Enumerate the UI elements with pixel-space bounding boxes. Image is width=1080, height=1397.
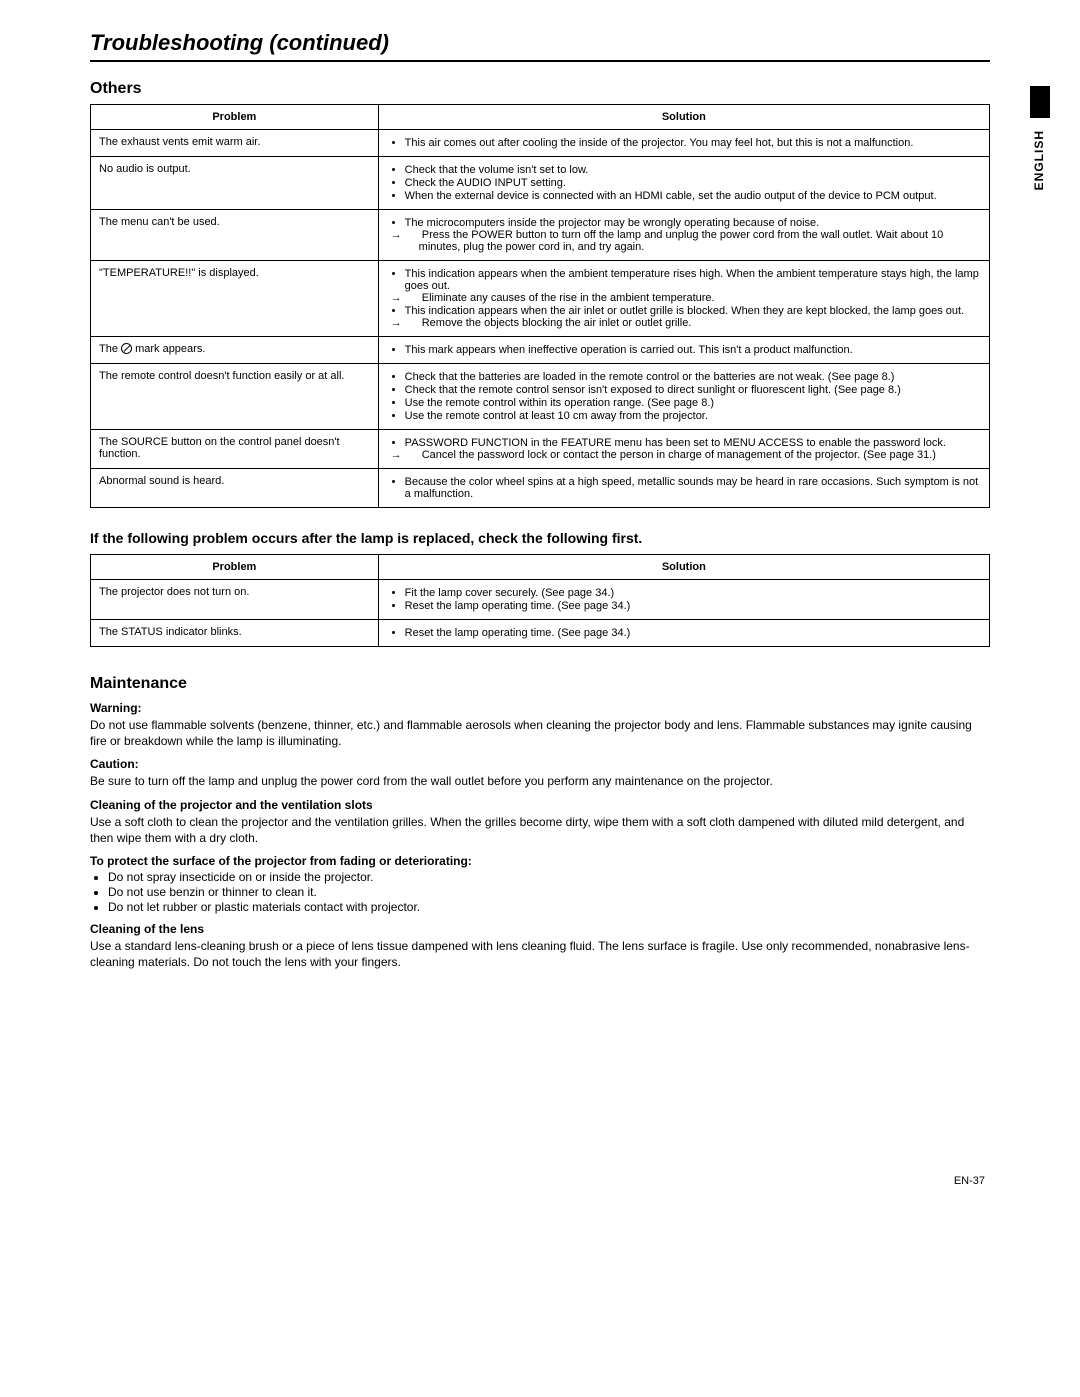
others-col-problem: Problem bbox=[91, 105, 379, 130]
solution-item: Use the remote control at least 10 cm aw… bbox=[405, 410, 981, 422]
solution-item: Reset the lamp operating time. (See page… bbox=[405, 627, 981, 639]
others-col-solution: Solution bbox=[378, 105, 989, 130]
solution-cell: PASSWORD FUNCTION in the FEATURE menu ha… bbox=[378, 430, 989, 469]
lamp-table: Problem Solution The projector does not … bbox=[90, 554, 990, 647]
solution-cell: The microcomputers inside the projector … bbox=[378, 210, 989, 261]
protect-list: Do not spray insecticide on or inside th… bbox=[90, 870, 990, 914]
problem-cell: The STATUS indicator blinks. bbox=[91, 620, 379, 647]
lamp-col-solution: Solution bbox=[378, 555, 989, 580]
table-row: The SOURCE button on the control panel d… bbox=[91, 430, 990, 469]
problem-cell: The SOURCE button on the control panel d… bbox=[91, 430, 379, 469]
solution-arrow-line: → Eliminate any causes of the rise in th… bbox=[405, 292, 981, 304]
page-number: EN-37 bbox=[954, 1175, 985, 1187]
solution-cell: This indication appears when the ambient… bbox=[378, 261, 989, 337]
solution-cell: Because the color wheel spins at a high … bbox=[378, 469, 989, 508]
table-row: The remote control doesn't function easi… bbox=[91, 364, 990, 430]
solution-cell: Fit the lamp cover securely. (See page 3… bbox=[378, 580, 989, 620]
list-item: Do not use benzin or thinner to clean it… bbox=[108, 885, 990, 899]
solution-item: This mark appears when ineffective opera… bbox=[405, 344, 981, 356]
table-row: The menu can't be used. The microcomputer… bbox=[91, 210, 990, 261]
table-row: No audio is output.Check that the volume… bbox=[91, 157, 990, 210]
solution-cell: This mark appears when ineffective opera… bbox=[378, 337, 989, 364]
solution-item: Use the remote control within its operat… bbox=[405, 397, 981, 409]
clean-projector-text: Use a soft cloth to clean the projector … bbox=[90, 814, 990, 846]
table-row: Abnormal sound is heard. Because the colo… bbox=[91, 469, 990, 508]
warning-text: Do not use flammable solvents (benzene, … bbox=[90, 717, 990, 749]
clean-lens-label: Cleaning of the lens bbox=[90, 922, 990, 936]
problem-cell: The menu can't be used. bbox=[91, 210, 379, 261]
language-side-label: ENGLISH bbox=[1032, 130, 1046, 190]
clean-projector-label: Cleaning of the projector and the ventil… bbox=[90, 798, 990, 812]
protect-label: To protect the surface of the projector … bbox=[90, 854, 990, 868]
solution-item: PASSWORD FUNCTION in the FEATURE menu ha… bbox=[405, 437, 981, 461]
page-title: Troubleshooting (continued) bbox=[90, 30, 990, 62]
list-item: Do not let rubber or plastic materials c… bbox=[108, 900, 990, 914]
solution-item: Reset the lamp operating time. (See page… bbox=[405, 600, 981, 612]
solution-item: Check that the remote control sensor isn… bbox=[405, 384, 981, 396]
problem-cell: The remote control doesn't function easi… bbox=[91, 364, 379, 430]
solution-item: Check that the volume isn't set to low. bbox=[405, 164, 981, 176]
solution-item: When the external device is connected wi… bbox=[405, 190, 981, 202]
lamp-col-problem: Problem bbox=[91, 555, 379, 580]
maintenance-heading: Maintenance bbox=[90, 675, 990, 693]
others-heading: Others bbox=[90, 80, 990, 98]
others-table: Problem Solution The exhaust vents emit … bbox=[90, 104, 990, 508]
solution-cell: Reset the lamp operating time. (See page… bbox=[378, 620, 989, 647]
warning-label: Warning: bbox=[90, 701, 990, 715]
solution-item: Because the color wheel spins at a high … bbox=[405, 476, 981, 500]
solution-item: Check the AUDIO INPUT setting. bbox=[405, 177, 981, 189]
problem-cell: Abnormal sound is heard. bbox=[91, 469, 379, 508]
solution-item: This indication appears when the air inl… bbox=[405, 305, 981, 329]
solution-cell: Check that the batteries are loaded in t… bbox=[378, 364, 989, 430]
solution-arrow-line: → Cancel the password lock or contact th… bbox=[405, 449, 981, 461]
table-row: "TEMPERATURE!!" is displayed. This indica… bbox=[91, 261, 990, 337]
clean-lens-text: Use a standard lens-cleaning brush or a … bbox=[90, 938, 990, 970]
problem-cell: No audio is output. bbox=[91, 157, 379, 210]
solution-item: Fit the lamp cover securely. (See page 3… bbox=[405, 587, 981, 599]
solution-cell: Check that the volume isn't set to low.C… bbox=[378, 157, 989, 210]
lamp-replaced-heading: If the following problem occurs after th… bbox=[90, 530, 990, 546]
side-tab-mark bbox=[1030, 86, 1050, 118]
table-row: The STATUS indicator blinks. Reset the la… bbox=[91, 620, 990, 647]
caution-label: Caution: bbox=[90, 757, 990, 771]
table-row: The projector does not turn on. Fit the l… bbox=[91, 580, 990, 620]
solution-item: The microcomputers inside the projector … bbox=[405, 217, 981, 253]
page-content: Troubleshooting (continued) Others Probl… bbox=[0, 0, 1080, 1008]
table-row: The exhaust vents emit warm air. This air… bbox=[91, 130, 990, 157]
solution-item: This indication appears when the ambient… bbox=[405, 268, 981, 304]
list-item: Do not spray insecticide on or inside th… bbox=[108, 870, 990, 884]
solution-item: Check that the batteries are loaded in t… bbox=[405, 371, 981, 383]
problem-cell: The mark appears. bbox=[91, 337, 379, 364]
solution-arrow-line: → Remove the objects blocking the air in… bbox=[405, 317, 981, 329]
solution-cell: This air comes out after cooling the ins… bbox=[378, 130, 989, 157]
problem-cell: "TEMPERATURE!!" is displayed. bbox=[91, 261, 379, 337]
solution-arrow-line: → Press the POWER button to turn off the… bbox=[405, 229, 981, 253]
table-row: The mark appears. This mark appears when … bbox=[91, 337, 990, 364]
problem-cell: The projector does not turn on. bbox=[91, 580, 379, 620]
problem-cell: The exhaust vents emit warm air. bbox=[91, 130, 379, 157]
solution-item: This air comes out after cooling the ins… bbox=[405, 137, 981, 149]
caution-text: Be sure to turn off the lamp and unplug … bbox=[90, 773, 990, 789]
